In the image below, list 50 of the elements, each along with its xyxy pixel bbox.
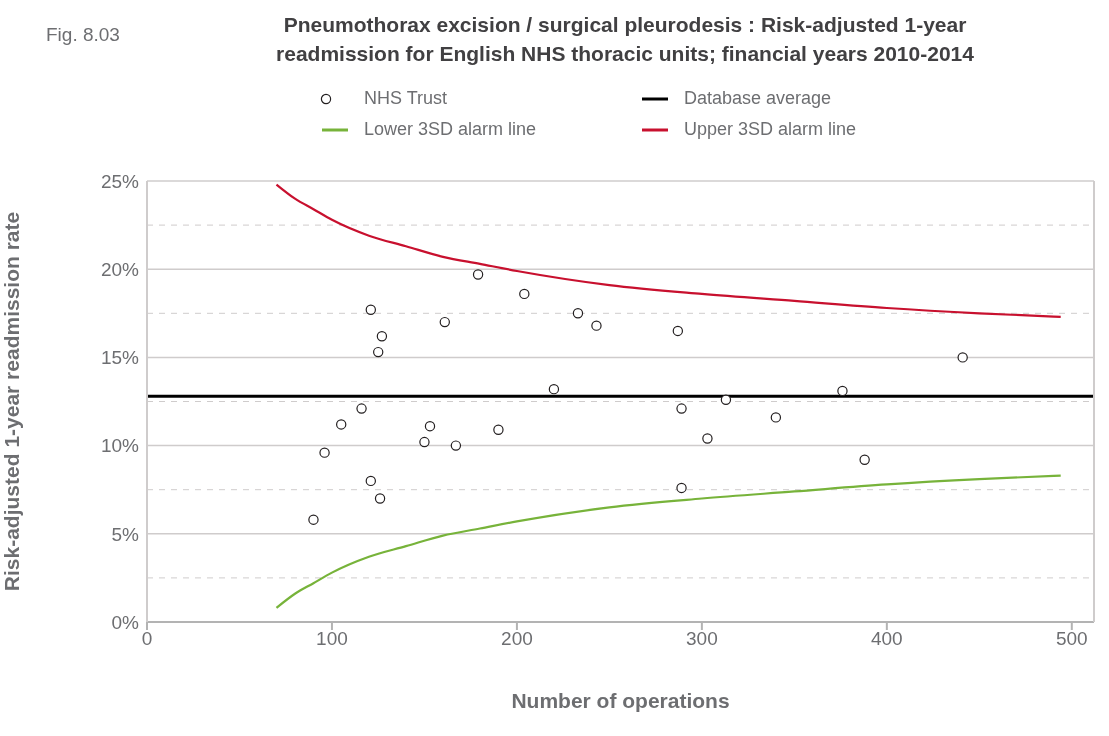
y-tick-label: 20% <box>100 258 140 280</box>
point <box>356 403 367 414</box>
point <box>702 433 713 444</box>
point <box>308 514 319 525</box>
x-tick-label: 400 <box>870 628 903 650</box>
legend-label: Database average <box>684 88 832 109</box>
point <box>376 331 388 342</box>
legend-label: Lower 3SD alarm line <box>364 119 537 140</box>
point <box>572 308 584 319</box>
chart-title: Pneumothorax excision / surgical pleurodesis : Risk-adjusted 1-year readmission for English NHS thoracic units; financial years 2010-2014 <box>275 12 975 67</box>
point <box>424 421 436 432</box>
point <box>837 385 848 397</box>
y-tick-label: 15% <box>100 347 140 369</box>
point <box>720 394 732 405</box>
x-axis-title: Number of operations <box>511 689 730 712</box>
legend-label: Upper 3SD alarm line <box>684 119 857 140</box>
point <box>548 383 560 395</box>
x-tick-label: 200 <box>501 628 533 650</box>
point <box>472 269 484 280</box>
x-tick-label: 300 <box>686 628 718 650</box>
point <box>336 419 347 430</box>
line-series <box>275 183 1062 318</box>
y-tick-label: 5% <box>111 523 140 545</box>
point <box>365 475 376 487</box>
x-tick-label: 500 <box>1055 628 1088 650</box>
y-axis-title: Risk-adjusted 1-year readmission rate <box>0 211 24 592</box>
point <box>676 482 687 494</box>
point <box>450 440 462 451</box>
point <box>672 325 684 337</box>
point <box>676 403 687 414</box>
line-series <box>275 474 1062 609</box>
point <box>493 424 504 435</box>
y-tick-label: 25% <box>100 170 140 192</box>
point <box>439 316 450 328</box>
point <box>957 352 968 363</box>
x-tick-label: 0 <box>141 628 153 650</box>
point <box>319 447 330 458</box>
point <box>519 288 530 300</box>
y-tick-label: 10% <box>100 435 140 457</box>
point <box>770 412 782 423</box>
point <box>374 493 386 504</box>
point <box>373 346 384 358</box>
y-tick-label: 0% <box>111 611 140 633</box>
x-tick-label: 100 <box>316 628 348 650</box>
point <box>419 436 430 448</box>
point <box>365 304 376 315</box>
legend-label: NHS Trust <box>364 88 448 109</box>
point <box>591 320 602 331</box>
caption: Fig. 8.03 <box>46 24 120 46</box>
point <box>859 454 870 465</box>
